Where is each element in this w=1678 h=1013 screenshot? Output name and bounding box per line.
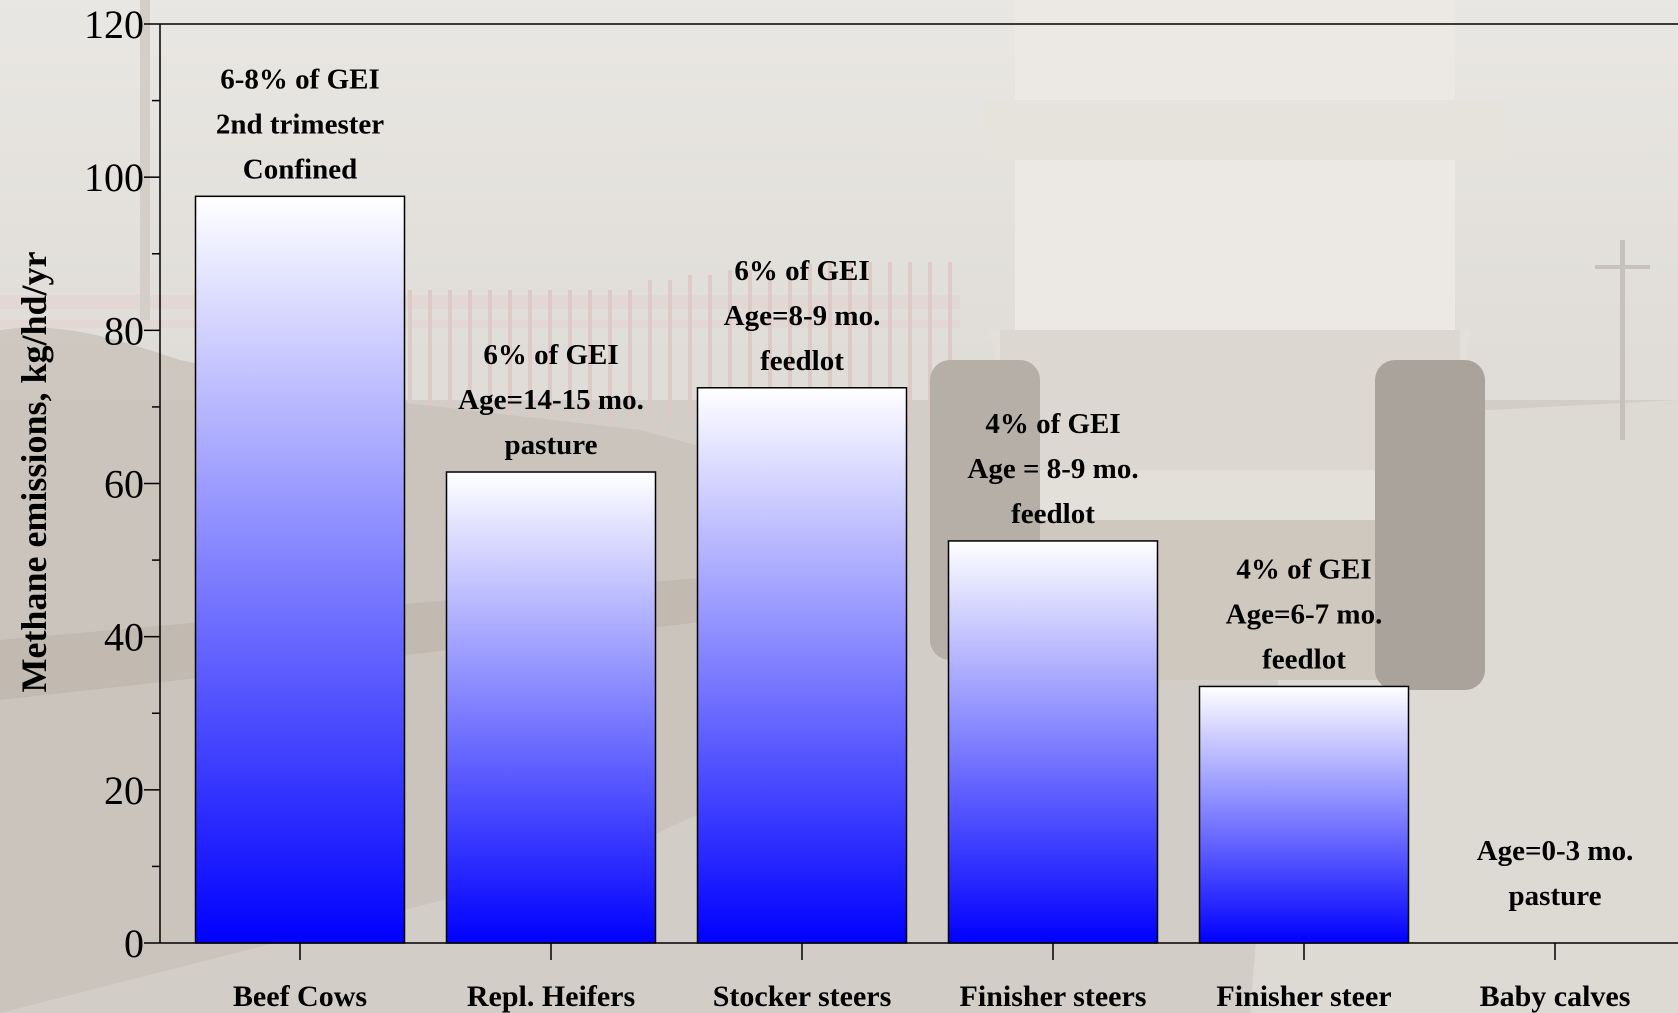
bar-annotation-line: Age=6-7 mo. (1226, 598, 1383, 630)
bar (445, 471, 657, 944)
y-tick-label: 120 (84, 2, 144, 47)
bar (194, 195, 406, 944)
bar-annotations: 6-8% of GEI 2nd trimester Confined 6% of GE… (216, 63, 1633, 912)
category-label: Finisher steers (960, 980, 1147, 1013)
bar-annotation-line: 6% of GEI (734, 255, 869, 287)
bar (947, 540, 1159, 944)
bar-annotation-line: 4% of GEI (985, 408, 1120, 440)
axes (144, 23, 1678, 960)
category-label: Repl. Heifers (467, 980, 635, 1013)
y-tick-label: 100 (84, 155, 144, 200)
bar-annotation-line: 4% of GEI (1236, 553, 1371, 585)
bar-annotation-line: Age = 8-9 mo. (967, 453, 1138, 485)
bar-annotation-line: Age=14-15 mo. (458, 384, 644, 416)
bar-annotation-line: pasture (1509, 880, 1602, 912)
y-tick-label: 40 (104, 615, 144, 660)
bar-annotation-line: feedlot (1262, 643, 1346, 675)
category-label: Baby calves (1480, 980, 1631, 1013)
y-axis-label: Methane emissions, kg/hd/yr (14, 251, 54, 692)
bar-annotation-line: 2nd trimester (216, 108, 384, 140)
bar-annotation-line: feedlot (760, 345, 844, 377)
bar-annotation-line: pasture (505, 429, 598, 461)
bar-annotation-line: Confined (243, 153, 357, 185)
bar-annotation-line: Age=0-3 mo. (1477, 835, 1634, 867)
bar-annotation-line: 6% of GEI (483, 339, 618, 371)
bars (194, 195, 1410, 944)
bar-annotation-line: 6-8% of GEI (220, 63, 380, 95)
y-tick-label: 80 (104, 308, 144, 353)
category-label: Stocker steers (713, 980, 892, 1013)
category-label: Beef Cows (233, 980, 367, 1013)
y-tick-label: 60 (104, 462, 144, 507)
bar-annotation-line: feedlot (1011, 498, 1095, 530)
bar-annotation-line: Age=8-9 mo. (724, 300, 881, 332)
bar (1198, 685, 1410, 944)
y-tick-labels: 0 20 40 60 80 100 120 (84, 2, 144, 966)
category-labels: Beef Cows Repl. Heifers Stocker steers Fini… (233, 980, 1630, 1013)
bar (696, 387, 908, 944)
y-tick-label: 0 (124, 921, 144, 966)
category-label: Finisher steer (1216, 980, 1391, 1013)
y-tick-label: 20 (104, 768, 144, 813)
